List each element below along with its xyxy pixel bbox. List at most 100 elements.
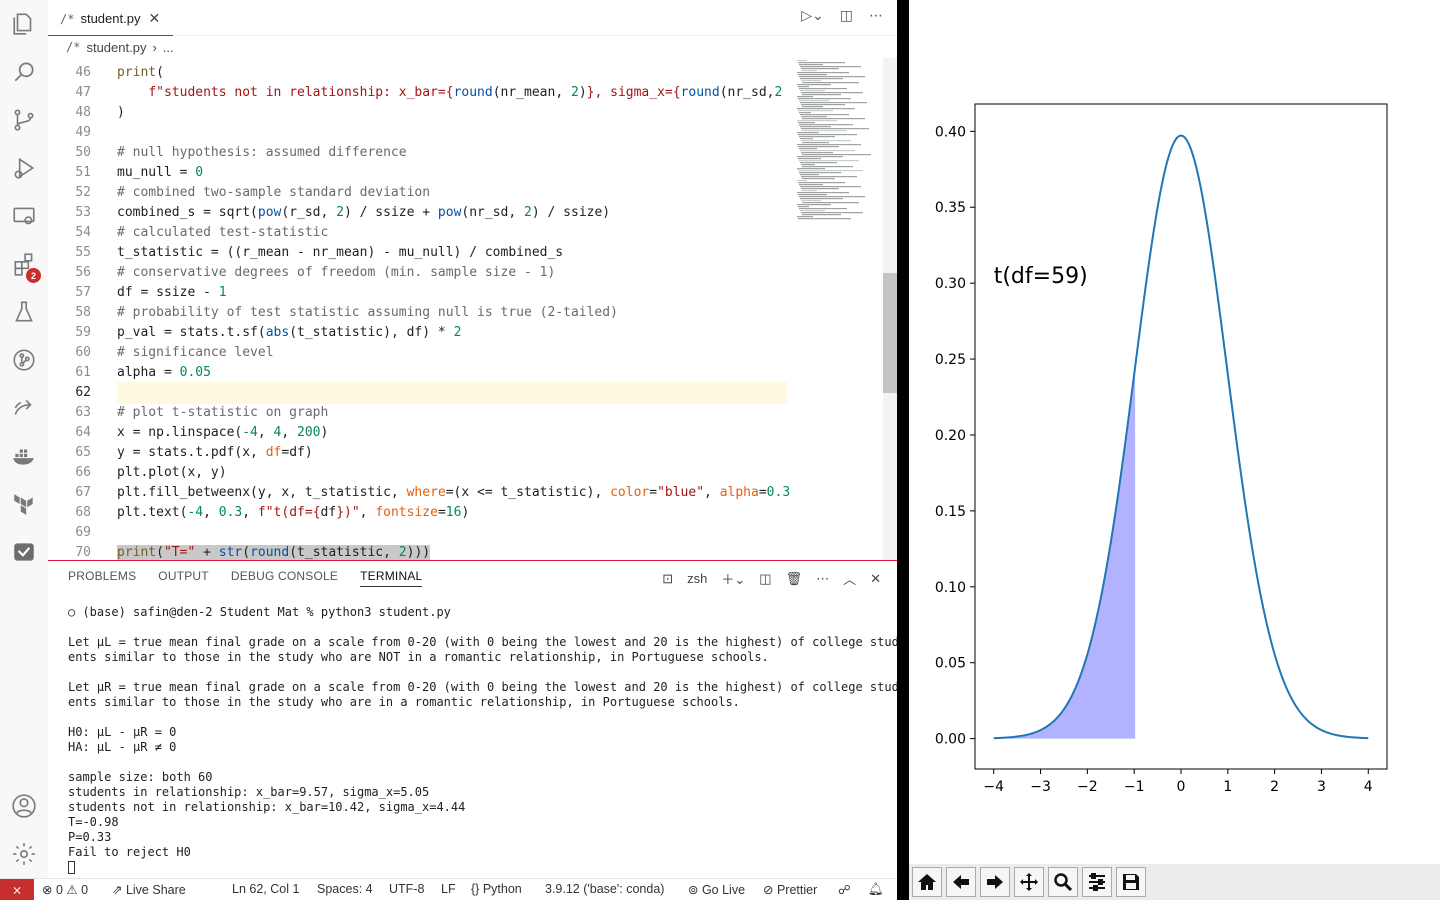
source-control-icon[interactable] xyxy=(0,96,48,144)
line-number: 53 xyxy=(75,205,91,220)
code-line[interactable]: 69 xyxy=(48,523,788,543)
code-line[interactable]: 56 # conservative degrees of freedom (min… xyxy=(48,263,788,283)
live-share-icon[interactable] xyxy=(0,384,48,432)
code-editor[interactable]: 46 print(47 f"students not in relationshi… xyxy=(48,58,897,560)
python-interpreter[interactable]: 3.9.12 ('base': conda) xyxy=(545,882,665,896)
extensions-icon[interactable]: 2 xyxy=(0,240,48,288)
code-line[interactable]: 66 plt.plot(x, y) xyxy=(48,463,788,483)
code-line[interactable]: 49 xyxy=(48,123,788,143)
search-icon[interactable] xyxy=(0,48,48,96)
line-number: 66 xyxy=(75,465,91,480)
indentation[interactable]: Spaces: 4 xyxy=(317,882,373,896)
notifications-bell-icon[interactable]: 🔔︎ xyxy=(868,882,884,896)
zoom-icon[interactable] xyxy=(1048,867,1078,897)
terminal-shell-icon[interactable]: ⊡ xyxy=(662,570,674,586)
code-line[interactable]: 57 df = ssize - 1 xyxy=(48,283,788,303)
editor-scroll-thumb[interactable] xyxy=(883,273,897,393)
code-line[interactable]: 59 p_val = stats.t.sf(abs(t_statistic), d… xyxy=(48,323,788,343)
back-icon[interactable] xyxy=(946,867,976,897)
terraform-icon[interactable] xyxy=(0,480,48,528)
remote-indicator[interactable]: ⨯ xyxy=(0,879,34,900)
pan-icon[interactable] xyxy=(1014,867,1044,897)
minimap-line xyxy=(802,70,817,72)
new-terminal-icon[interactable]: ＋⌄ xyxy=(721,572,746,587)
settings-gear-icon[interactable] xyxy=(0,830,48,878)
line-number: 59 xyxy=(75,325,91,340)
minimap[interactable] xyxy=(795,58,883,560)
kill-terminal-icon[interactable]: 🗑 xyxy=(785,570,803,586)
cursor-position[interactable]: Ln 62, Col 1 xyxy=(232,882,300,896)
code-line[interactable]: 70 print("T=" + str(round(t_statistic, 2)… xyxy=(48,543,788,560)
code-line[interactable]: 46 print( xyxy=(48,63,788,83)
code-line[interactable]: 60 # significance level xyxy=(48,343,788,363)
code-line[interactable]: 52 # combined two-sample standard deviati… xyxy=(48,183,788,203)
feedback-icon[interactable]: ☍ xyxy=(838,883,851,897)
account-icon[interactable] xyxy=(0,782,48,830)
minimap-line xyxy=(798,146,839,148)
panel-tab-terminal[interactable]: TERMINAL xyxy=(360,569,423,587)
run-debug-icon[interactable] xyxy=(0,144,48,192)
problems-status[interactable]: ⊗ 0 ⚠ 0 xyxy=(42,883,89,897)
terminal-line: students not in relationship: x_bar=10.4… xyxy=(68,800,466,814)
code-line[interactable]: 64 x = np.linspace(-4, 4, 200) xyxy=(48,423,788,443)
breadcrumb-file[interactable]: student.py xyxy=(86,39,147,55)
code-line[interactable]: 50 # null hypothesis: assumed difference xyxy=(48,143,788,163)
prettier-status[interactable]: ⊘ Prettier xyxy=(763,883,818,897)
minimap-line xyxy=(798,134,857,136)
docker-icon[interactable] xyxy=(0,432,48,480)
code-line[interactable]: 62 xyxy=(48,383,788,403)
panel-tab-output[interactable]: OUTPUT xyxy=(158,569,209,583)
terminal-shell-label[interactable]: zsh xyxy=(687,571,708,586)
code-line[interactable]: 61 alpha = 0.05 xyxy=(48,363,788,383)
code-line[interactable]: 63 # plot t-statistic on graph xyxy=(48,403,788,423)
code-line[interactable]: 54 # calculated test-statistic xyxy=(48,223,788,243)
panel-tab-debug-console[interactable]: DEBUG CONSOLE xyxy=(230,569,339,583)
live-share-status[interactable]: ⇗ Live Share xyxy=(112,883,186,897)
breadcrumb-symbols[interactable]: ... xyxy=(162,39,174,55)
code-line[interactable]: 58 # probability of test statistic assumi… xyxy=(48,303,788,323)
minimap-line xyxy=(798,98,851,100)
end-of-line[interactable]: LF xyxy=(441,882,456,896)
code-line[interactable]: 67 plt.fill_betweenx(y, x, t_statistic, w… xyxy=(48,483,790,503)
testing-icon[interactable] xyxy=(0,288,48,336)
encoding[interactable]: UTF-8 xyxy=(389,882,425,896)
home-icon[interactable] xyxy=(912,867,942,897)
minimap-line xyxy=(797,156,843,158)
code-line[interactable]: 47 f"students not in relationship: x_bar… xyxy=(48,83,788,103)
split-terminal-icon[interactable]: ◫ xyxy=(759,570,772,586)
code-text: y = stats.t.pdf(x, df=df) xyxy=(117,445,313,460)
forward-icon[interactable] xyxy=(980,867,1010,897)
code-line[interactable]: 53 combined_s = sqrt(pow(r_sd, 2) / ssize… xyxy=(48,203,788,223)
code-line[interactable]: 65 y = stats.t.pdf(x, df=df) xyxy=(48,443,788,463)
split-editor-icon[interactable]: ◫ xyxy=(839,8,853,24)
more-actions-icon[interactable]: ⋯ xyxy=(816,570,830,586)
editor-tab-student-py[interactable]: /* student.py ✕ xyxy=(48,0,173,36)
more-actions-icon[interactable]: ⋯ xyxy=(869,8,883,24)
git-graph-icon[interactable] xyxy=(0,336,48,384)
code-text: # calculated test-statistic xyxy=(117,225,329,240)
remote-explorer-icon[interactable] xyxy=(0,192,48,240)
minimap-line xyxy=(798,110,833,112)
code-line[interactable]: 55 t_statistic = ((r_mean - nr_mean) - mu… xyxy=(48,243,788,263)
close-panel-icon[interactable]: ✕ xyxy=(870,570,881,586)
terminal-output[interactable]: ○ (base) safin@den-2 Student Mat % pytho… xyxy=(68,605,899,875)
language-mode[interactable]: {} Python xyxy=(471,882,522,896)
code-line[interactable]: 51 mu_null = 0 xyxy=(48,163,788,183)
minimap-line xyxy=(802,118,865,120)
terminal-line: Let μL = true mean final grade on a scal… xyxy=(68,635,899,649)
maximize-panel-icon[interactable]: ︿ xyxy=(843,572,857,587)
close-icon[interactable]: ✕ xyxy=(148,10,161,26)
panel-tab-problems[interactable]: PROBLEMS xyxy=(68,569,137,583)
configure-subplots-icon[interactable] xyxy=(1082,867,1112,897)
line-number: 55 xyxy=(75,245,91,260)
line-number: 46 xyxy=(75,65,91,80)
run-python-file-icon[interactable]: ▷⌄ xyxy=(801,8,824,24)
go-live-button[interactable]: ⊚ Go Live xyxy=(688,883,746,897)
vitest-icon[interactable] xyxy=(0,528,48,576)
code-line[interactable]: 68 plt.text(-4, 0.3, f"t(df={df})", fonts… xyxy=(48,503,788,523)
save-icon[interactable] xyxy=(1116,867,1146,897)
minimap-line xyxy=(797,132,819,134)
explorer-icon[interactable] xyxy=(0,0,48,48)
code-text: print("T=" + str(round(t_statistic, 2))) xyxy=(117,545,431,560)
code-line[interactable]: 48) xyxy=(48,103,788,123)
